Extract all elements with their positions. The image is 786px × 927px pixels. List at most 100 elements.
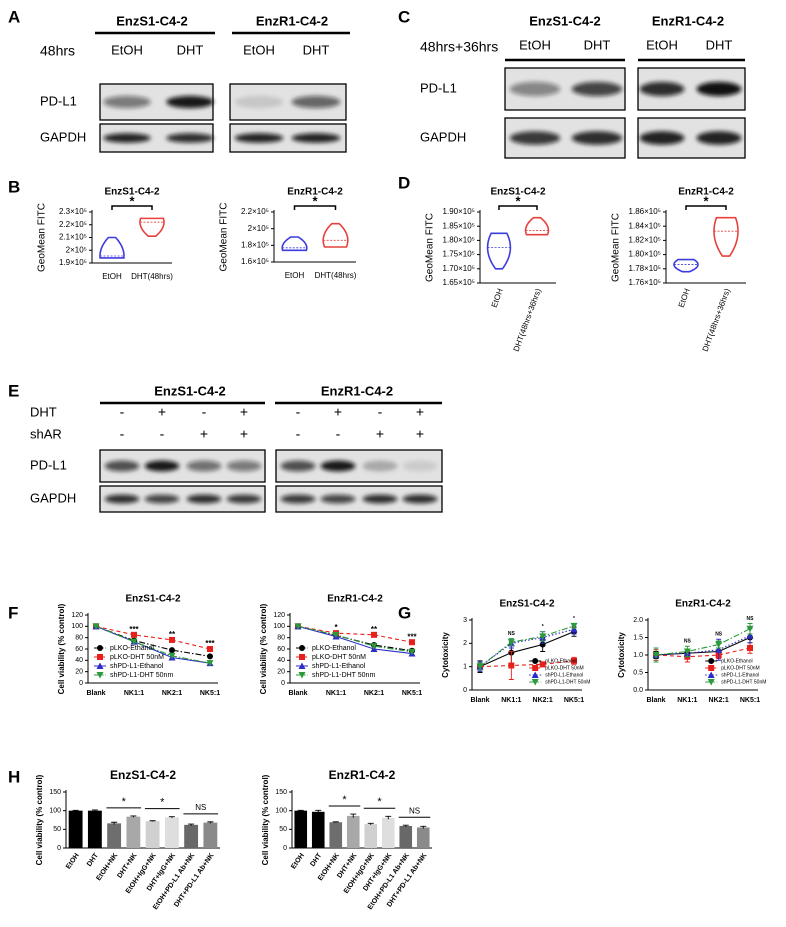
error-bar xyxy=(420,825,427,829)
significance: * xyxy=(312,193,318,208)
error-bar xyxy=(130,815,137,818)
blot-band xyxy=(104,460,140,472)
y-tick-label: 40 xyxy=(277,657,285,664)
legend-label: pLKO-Ethanol xyxy=(721,658,752,664)
blot-band xyxy=(280,460,316,472)
series-line xyxy=(479,625,575,668)
legend-label: shPD-L1-Ethanol xyxy=(110,663,164,670)
y-tick-label: 1.80×10⁵ xyxy=(443,236,475,245)
marker xyxy=(715,646,723,653)
blot-band xyxy=(103,95,151,109)
marker xyxy=(507,639,515,646)
marker xyxy=(476,663,484,671)
panel-label: D xyxy=(398,173,410,192)
legend-label: pLKO-Ethanol xyxy=(545,658,576,664)
y-tick-label: 2.2×10⁵ xyxy=(59,220,87,229)
error-bar xyxy=(350,813,357,818)
series-line xyxy=(297,625,413,655)
legend-label: pLKO-Ethanol xyxy=(110,645,154,652)
blot-band xyxy=(234,133,284,143)
bar xyxy=(68,810,83,848)
bar xyxy=(145,821,160,848)
error-bar xyxy=(367,822,374,825)
bar xyxy=(364,824,378,848)
y-axis-label: Cell viability (% control) xyxy=(35,774,44,865)
blot-band xyxy=(103,133,151,143)
y-tick-label: 100 xyxy=(71,623,83,630)
treatment-mark: + xyxy=(416,426,424,442)
error-bar xyxy=(297,809,304,812)
blot-band xyxy=(402,494,438,504)
violin xyxy=(139,217,165,238)
y-tick-label: 150 xyxy=(49,789,61,796)
significance-bracket xyxy=(111,205,153,210)
significance: NS xyxy=(195,803,206,812)
y-axis-label: Cytotoxicity xyxy=(617,632,626,678)
marker xyxy=(371,631,377,638)
y-tick-label: 2.2×10⁵ xyxy=(241,207,269,216)
marker xyxy=(294,623,302,630)
bar xyxy=(381,817,395,848)
x-tick-label: EtOH xyxy=(285,271,305,280)
x-tick-label: NK1:1 xyxy=(326,690,346,697)
x-tick-label: NK5:1 xyxy=(564,697,584,704)
marker xyxy=(539,661,546,668)
bar xyxy=(416,827,430,848)
panel-label: C xyxy=(398,7,410,26)
x-tick-label: DHT(48hrs) xyxy=(131,272,173,281)
blot-title: EnzR1-C4-2 xyxy=(652,13,724,28)
marker xyxy=(508,662,515,669)
violin xyxy=(281,236,308,252)
x-tick-label: Blank xyxy=(86,690,105,697)
marker xyxy=(169,647,175,654)
blot-band xyxy=(402,460,438,472)
x-tick-label: NK2:1 xyxy=(533,697,553,704)
blot-title: EnzR1-C4-2 xyxy=(321,383,393,398)
violin xyxy=(713,216,739,257)
annotation: * xyxy=(542,624,544,630)
marker xyxy=(570,622,578,630)
y-tick-label: 2×10⁵ xyxy=(248,224,269,233)
row-label: GAPDH xyxy=(30,490,76,505)
series-line xyxy=(655,628,751,656)
y-axis-label: Cell viability (% control) xyxy=(259,603,268,694)
marker xyxy=(206,660,214,667)
annotation: *** xyxy=(129,625,139,634)
blot-band xyxy=(166,133,214,143)
y-tick-label: 2.3×10⁵ xyxy=(59,207,87,216)
error-bar xyxy=(207,821,214,824)
significance: * xyxy=(703,193,709,208)
x-tick-label: NK2:1 xyxy=(162,690,182,697)
violin xyxy=(99,236,125,259)
y-tick-label: 0 xyxy=(57,845,61,852)
annotation: * xyxy=(573,616,575,622)
blot-band xyxy=(291,95,341,109)
error-bar xyxy=(72,809,79,812)
marker xyxy=(131,631,137,638)
annotation: *** xyxy=(205,639,215,648)
time-label: 48hrs+36hrs xyxy=(420,39,498,55)
marker xyxy=(683,648,691,655)
y-tick-label: 1.8×10⁵ xyxy=(241,240,269,249)
panel-label: E xyxy=(8,381,19,400)
legend-marker xyxy=(298,672,306,679)
annotation: * xyxy=(334,623,338,632)
bar xyxy=(184,824,199,848)
chart-title: EnzR1-C4-2 xyxy=(287,187,343,198)
x-tick-label: EtOH xyxy=(677,287,692,309)
bar xyxy=(126,816,141,848)
treatment-label: shAR xyxy=(30,426,62,441)
chart-title: EnzS1-C4-2 xyxy=(110,768,176,782)
legend-marker xyxy=(299,654,305,660)
error-bar xyxy=(188,823,195,826)
y-axis-label: Cell viability (% control) xyxy=(57,603,66,694)
panel-label: G xyxy=(398,603,411,622)
blot-band xyxy=(226,460,262,472)
y-tick-label: 1.78×10⁵ xyxy=(629,264,661,273)
treatment-mark: + xyxy=(158,404,166,420)
legend-marker xyxy=(298,662,306,669)
marker xyxy=(92,623,100,630)
error-bar xyxy=(385,815,392,820)
annotation: NS xyxy=(684,639,692,645)
legend-label: pLKO-DHT 50nM xyxy=(721,665,760,671)
